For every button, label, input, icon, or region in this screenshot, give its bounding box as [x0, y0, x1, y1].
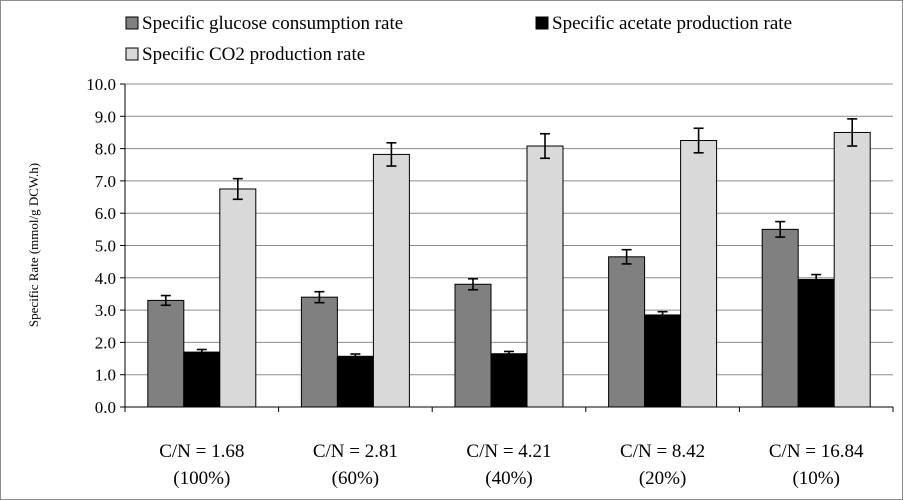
y-tick-label: 9.0 [95, 107, 116, 126]
x-tick-label: C/N = 4.21 [466, 441, 551, 462]
bar [680, 140, 718, 408]
legend-swatch [125, 16, 139, 30]
legend-label: Specific CO2 production rate [142, 44, 365, 65]
bar [833, 131, 871, 408]
bar [608, 256, 646, 408]
x-tick-label: (40%) [485, 468, 532, 489]
y-tick-label: 8.0 [95, 140, 116, 159]
x-tick-label: C/N = 8.42 [620, 441, 705, 462]
x-tick-label: C/N = 2.81 [313, 441, 398, 462]
y-tick-label: 10.0 [86, 75, 116, 94]
bar [372, 153, 410, 408]
x-tick-label: (20%) [639, 468, 686, 489]
y-tick-label: 3.0 [95, 301, 116, 320]
bar [761, 228, 799, 408]
axes [120, 83, 894, 412]
y-tick-label: 6.0 [95, 204, 116, 223]
x-tick-label: C/N = 16.84 [769, 441, 864, 462]
legend-swatch [125, 47, 139, 61]
bar [526, 145, 564, 408]
x-tick-label: C/N = 1.68 [159, 441, 244, 462]
bar [147, 299, 185, 408]
y-tick-label: 4.0 [95, 269, 116, 288]
y-tick-label: 2.0 [95, 333, 116, 352]
legend-swatch [535, 16, 549, 30]
bar [454, 283, 492, 408]
x-tick-labels: C/N = 1.68 (100%) C/N = 2.81 (60%) C/N = 4.2… [159, 441, 864, 489]
x-tick-label: (10%) [792, 468, 839, 489]
error-bars [160, 118, 858, 360]
bars [147, 131, 871, 408]
y-tick-label: 0.0 [95, 398, 116, 417]
bar [219, 188, 257, 408]
y-axis-label: Specific Rate (mmol/g DCW.h) [26, 163, 41, 327]
y-tick-label: 7.0 [95, 172, 116, 191]
bar [183, 351, 221, 408]
legend-label: Specific glucose consumption rate [142, 13, 403, 34]
legend-label: Specific acetate production rate [552, 13, 792, 34]
bar [336, 355, 374, 408]
y-tick-label: 5.0 [95, 237, 116, 256]
x-tick-label: (60%) [332, 468, 379, 489]
legend: Specific glucose consumption rate Specifi… [125, 13, 792, 65]
bar [644, 314, 682, 408]
bar [300, 296, 338, 408]
y-tick-label: 1.0 [95, 366, 116, 385]
bar [797, 278, 835, 408]
x-tick-label: (100%) [173, 468, 230, 489]
y-tick-labels: 0.0 1.0 2.0 3.0 4.0 5.0 6.0 7.0 8.0 9.0 10.0 [86, 75, 116, 417]
bar [490, 353, 528, 408]
